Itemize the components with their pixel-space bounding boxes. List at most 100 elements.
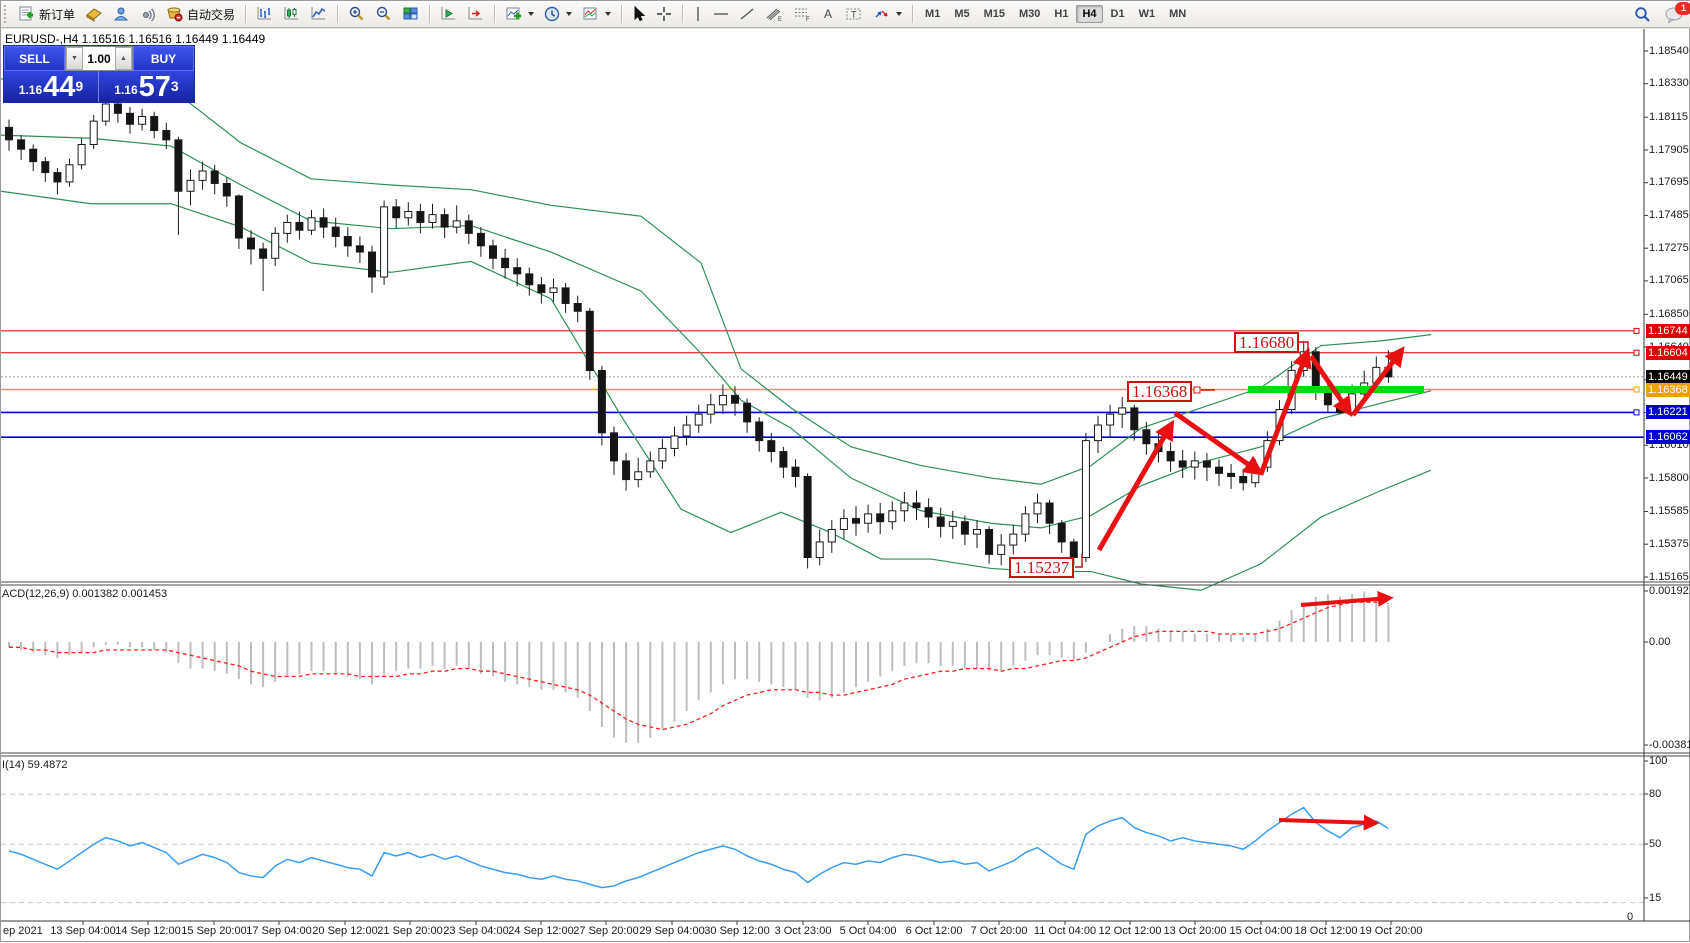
indicators-dropdown-caret[interactable] xyxy=(528,12,535,16)
svg-text:E: E xyxy=(778,17,782,22)
timeframe-button-d1[interactable]: D1 xyxy=(1110,8,1125,20)
timeframe-button-w1[interactable]: W1 xyxy=(1138,8,1156,20)
cursor-icon xyxy=(634,6,646,22)
annotation-high-label[interactable]: 1.16680 xyxy=(1234,332,1300,353)
community-button[interactable] xyxy=(108,4,134,24)
timeframe-button-m1[interactable]: M1 xyxy=(925,8,941,20)
buy-price[interactable]: 1.16 57 3 xyxy=(99,71,194,102)
periods-dropdown-caret[interactable] xyxy=(566,12,573,16)
annotation-low-label[interactable]: 1.15237 xyxy=(1009,557,1075,578)
candle-body xyxy=(464,220,473,234)
candle-body xyxy=(5,126,13,141)
sell-button[interactable]: SELL xyxy=(4,46,65,71)
bar-chart-mode-button[interactable] xyxy=(251,4,278,24)
candle-body xyxy=(1202,460,1211,468)
indicators-button[interactable] xyxy=(500,4,539,24)
candle-body xyxy=(852,518,860,524)
text-tool-button[interactable]: A xyxy=(816,4,840,24)
zoom-in-button[interactable] xyxy=(343,4,370,24)
new-order-button[interactable]: 新订单 xyxy=(13,4,80,24)
timeframe-button-mn[interactable]: MN xyxy=(1169,8,1187,20)
search-icon[interactable] xyxy=(1633,6,1651,23)
line-end-handle[interactable] xyxy=(1633,409,1640,416)
auto-scroll-icon xyxy=(441,7,456,20)
candle-body xyxy=(1033,502,1042,515)
annotation-mid-label[interactable]: 1.16368 xyxy=(1127,381,1193,402)
periods-button[interactable] xyxy=(539,4,577,24)
candlestick-mode-button[interactable] xyxy=(278,4,305,24)
templates-button[interactable] xyxy=(577,4,616,24)
candle-body xyxy=(525,273,534,286)
svg-text:T: T xyxy=(851,10,857,20)
rsi-tick-label: 15 xyxy=(1649,891,1662,904)
templates-dropdown-caret[interactable] xyxy=(605,12,612,16)
line-end-handle[interactable] xyxy=(1633,386,1640,393)
trend-arrow[interactable] xyxy=(1351,346,1405,417)
timeframe-button-m15[interactable]: M15 xyxy=(983,8,1005,20)
line-end-handle[interactable] xyxy=(1633,349,1640,356)
candle-body xyxy=(65,164,74,183)
fibonacci-tool-button[interactable]: F xyxy=(788,4,816,24)
candle-body xyxy=(549,287,558,294)
chart-canvas[interactable] xyxy=(1,27,1690,943)
candle-body xyxy=(1045,502,1054,524)
macd-tick-label: -0.003814 xyxy=(1649,738,1690,751)
volume-input[interactable]: 1.00 xyxy=(87,51,111,66)
trendline-tool-button[interactable] xyxy=(734,4,760,24)
time-axis-label: 29 Sep 04:00 xyxy=(639,925,705,937)
line-chart-mode-button[interactable] xyxy=(305,4,332,24)
tile-windows-button[interactable] xyxy=(397,4,424,24)
buy-button[interactable]: BUY xyxy=(133,46,194,71)
chart-shift-button[interactable] xyxy=(462,4,489,24)
candle-body xyxy=(77,144,86,166)
line-end-handle[interactable] xyxy=(1633,327,1640,334)
macd-tick-label: 0.001921 xyxy=(1649,584,1690,597)
candle-body xyxy=(561,287,570,304)
timeframe-button-m30[interactable]: M30 xyxy=(1019,8,1041,20)
time-axis-label: 27 Sep 20:00 xyxy=(573,925,639,937)
label-tool-button[interactable]: T xyxy=(840,4,868,24)
price-marker-1.16062: 1.16062 xyxy=(1646,430,1690,445)
vertical-line-tool-button[interactable] xyxy=(688,4,708,24)
channel-tool-button[interactable]: E xyxy=(760,4,788,24)
candle-body xyxy=(259,248,268,259)
top-toolbar: 新订单 自动交易 xyxy=(1,1,1690,28)
time-axis-label: 13 Sep 04:00 xyxy=(50,925,116,937)
candle-body xyxy=(706,404,715,415)
cursor-tool-button[interactable] xyxy=(627,4,651,24)
crosshair-tool-button[interactable] xyxy=(651,4,677,24)
autotrade-button[interactable]: 自动交易 xyxy=(160,4,240,24)
timeframe-button-h4[interactable]: H4 xyxy=(1076,5,1103,23)
candle-body xyxy=(1094,424,1102,442)
trend-arrow[interactable] xyxy=(1173,410,1264,476)
rsi-annotation-arrow[interactable] xyxy=(1278,814,1380,831)
trend-arrow[interactable] xyxy=(1308,354,1353,417)
candle-body xyxy=(174,139,183,192)
zoom-out-button[interactable] xyxy=(370,4,397,24)
toolbar-grip[interactable] xyxy=(4,5,10,23)
trend-arrow[interactable] xyxy=(1258,347,1312,475)
volume-decrease-button[interactable]: ▼ xyxy=(66,47,83,70)
buy-price-prefix: 1.16 xyxy=(114,83,138,97)
price-marker-1.16744: 1.16744 xyxy=(1646,324,1690,338)
candle-body xyxy=(489,245,497,259)
chat-button[interactable]: 1 xyxy=(1665,1,1690,23)
arrows-dropdown-caret[interactable] xyxy=(896,12,903,16)
history-center-button[interactable] xyxy=(80,4,108,24)
candle-body xyxy=(101,103,110,122)
candle-body xyxy=(646,460,655,473)
signals-button[interactable] xyxy=(134,4,160,24)
candle-body xyxy=(743,402,752,423)
macd-annotation-arrow[interactable] xyxy=(1300,590,1394,607)
trend-arrow[interactable] xyxy=(1096,419,1174,552)
time-axis-label: 15 Sep 20:00 xyxy=(181,925,247,937)
timeframe-button-h1[interactable]: H1 xyxy=(1054,8,1069,20)
timeframe-button-m5[interactable]: M5 xyxy=(954,8,970,20)
auto-scroll-button[interactable] xyxy=(435,4,462,24)
candle-body xyxy=(755,421,764,442)
sell-price[interactable]: 1.16 44 9 xyxy=(4,71,99,102)
volume-increase-button[interactable]: ▲ xyxy=(115,47,132,70)
arrows-tool-button[interactable] xyxy=(868,4,907,24)
horizontal-line-tool-button[interactable] xyxy=(708,4,734,24)
